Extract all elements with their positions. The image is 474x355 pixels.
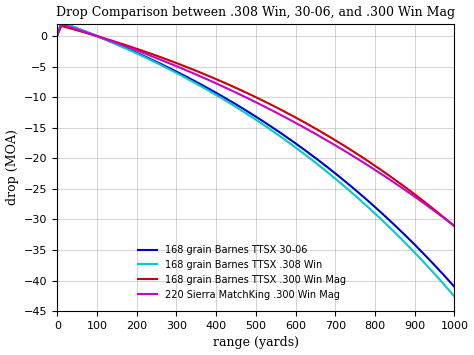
168 grain Barnes TTSX .300 Win Mag (202, 72, 208, 76)
168 grain Barnes TTSX .300 Win Mag (452, 224, 457, 229)
220 Sierra MatchKing .300 Win Mag (452, 224, 457, 228)
168 grain Barnes TTSX 30-06 (384, 216, 390, 220)
Line: 168 grain Barnes TTSX .308 Win: 168 grain Barnes TTSX .308 Win (57, 22, 455, 296)
220 Sierra MatchKing .300 Win Mag (317, 134, 323, 138)
168 grain Barnes TTSX 30-06 (55, 33, 60, 37)
Line: 168 grain Barnes TTSX 30-06: 168 grain Barnes TTSX 30-06 (57, 23, 455, 287)
168 grain Barnes TTSX 30-06 (156, 61, 162, 65)
168 grain Barnes TTSX 30-06 (202, 84, 208, 89)
Y-axis label: drop (MOA): drop (MOA) (6, 130, 18, 206)
168 grain Barnes TTSX .300 Win Mag (312, 126, 318, 130)
168 grain Barnes TTSX .308 Win (58, 20, 64, 24)
220 Sierra MatchKing .300 Win Mag (58, 22, 64, 26)
Line: 220 Sierra MatchKing .300 Win Mag: 220 Sierra MatchKing .300 Win Mag (57, 24, 455, 226)
X-axis label: range (yards): range (yards) (213, 337, 299, 349)
168 grain Barnes TTSX .308 Win (317, 164, 323, 168)
168 grain Barnes TTSX .300 Win Mag (156, 54, 162, 59)
220 Sierra MatchKing .300 Win Mag (312, 131, 318, 136)
168 grain Barnes TTSX .308 Win (173, 70, 178, 75)
168 grain Barnes TTSX .300 Win Mag (55, 33, 60, 37)
168 grain Barnes TTSX .308 Win (312, 160, 318, 164)
168 grain Barnes TTSX 30-06 (312, 155, 318, 160)
168 grain Barnes TTSX .308 Win (202, 86, 208, 91)
168 grain Barnes TTSX .308 Win (55, 32, 60, 37)
168 grain Barnes TTSX .308 Win (452, 294, 457, 299)
220 Sierra MatchKing .300 Win Mag (384, 176, 390, 180)
168 grain Barnes TTSX .300 Win Mag (317, 129, 323, 133)
168 grain Barnes TTSX .300 Win Mag (384, 172, 390, 176)
168 grain Barnes TTSX 30-06 (452, 285, 457, 289)
220 Sierra MatchKing .300 Win Mag (55, 33, 60, 37)
220 Sierra MatchKing .300 Win Mag (156, 57, 162, 61)
168 grain Barnes TTSX .308 Win (384, 223, 390, 228)
Line: 168 grain Barnes TTSX .300 Win Mag: 168 grain Barnes TTSX .300 Win Mag (57, 26, 455, 226)
168 grain Barnes TTSX .300 Win Mag (58, 24, 64, 28)
Legend: 168 grain Barnes TTSX 30-06, 168 grain Barnes TTSX .308 Win, 168 grain Barnes TT: 168 grain Barnes TTSX 30-06, 168 grain B… (134, 241, 350, 304)
168 grain Barnes TTSX .300 Win Mag (173, 61, 178, 65)
220 Sierra MatchKing .300 Win Mag (202, 76, 208, 80)
220 Sierra MatchKing .300 Win Mag (173, 64, 178, 68)
168 grain Barnes TTSX 30-06 (58, 21, 64, 25)
Title: Drop Comparison between .308 Win, 30-06, and .300 Win Mag: Drop Comparison between .308 Win, 30-06,… (56, 6, 456, 18)
168 grain Barnes TTSX 30-06 (173, 69, 178, 73)
168 grain Barnes TTSX .308 Win (156, 62, 162, 66)
168 grain Barnes TTSX 30-06 (317, 159, 323, 163)
